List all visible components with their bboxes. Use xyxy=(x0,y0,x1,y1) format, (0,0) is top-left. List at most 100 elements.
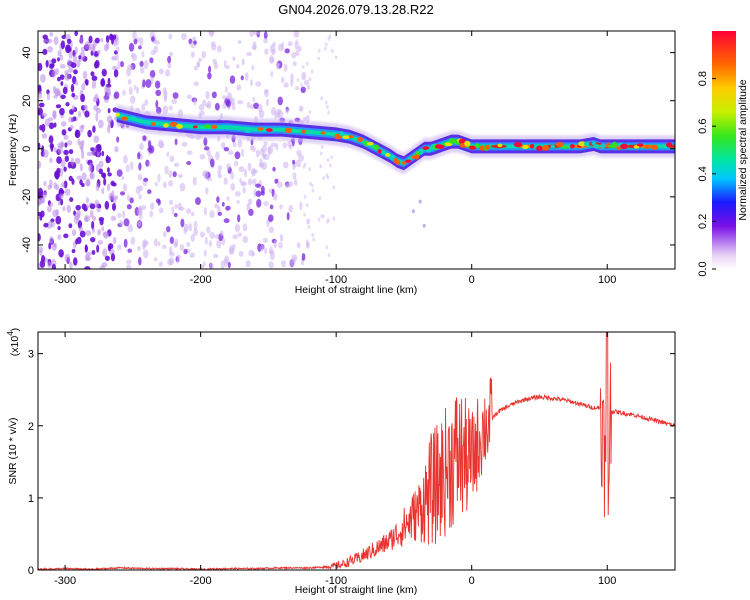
noise-point xyxy=(45,59,49,68)
spectrogram-y-ticks: -40 -20 0 20 40 xyxy=(21,47,675,253)
noise-point xyxy=(169,236,175,245)
noise-point xyxy=(210,41,216,47)
noise-point xyxy=(161,244,167,250)
noise-point xyxy=(186,208,192,215)
noise-point xyxy=(113,39,118,47)
noise-point xyxy=(111,65,118,71)
noise-point xyxy=(141,51,145,58)
noise-point xyxy=(42,34,48,40)
noise-point xyxy=(193,65,198,71)
noise-point xyxy=(230,97,236,106)
noise-point xyxy=(38,160,42,169)
noise-point xyxy=(308,167,312,172)
noise-point xyxy=(117,60,121,70)
noise-point xyxy=(59,54,64,61)
noise-point xyxy=(270,57,275,63)
noise-point xyxy=(63,166,67,172)
noise-point xyxy=(221,238,226,246)
noise-point xyxy=(123,238,128,248)
noise-point xyxy=(72,257,78,266)
ridge-blob xyxy=(464,140,471,147)
noise-point xyxy=(326,105,329,110)
noise-point xyxy=(332,185,336,190)
x-tick-label: -200 xyxy=(190,274,212,286)
ridge-blob xyxy=(372,144,380,150)
noise-point xyxy=(268,226,274,234)
noise-point xyxy=(238,166,245,173)
y-tick-label: 2 xyxy=(28,421,34,433)
noise-point xyxy=(203,249,207,257)
chart-title: GN04.2026.079.13.28.R22 xyxy=(278,2,433,17)
colorbar-tick-label: 0.0 xyxy=(697,261,709,276)
noise-point xyxy=(84,110,90,118)
noise-point xyxy=(139,60,144,67)
noise-point xyxy=(51,70,56,79)
ridge-blob xyxy=(211,124,218,129)
noise-point xyxy=(143,60,149,70)
noise-point xyxy=(174,203,178,210)
noise-point xyxy=(113,91,120,99)
noise-point xyxy=(164,165,169,175)
noise-point xyxy=(173,212,178,218)
noise-point xyxy=(60,81,64,86)
noise-point xyxy=(131,53,138,62)
noise-point xyxy=(42,191,48,198)
noise-point xyxy=(171,206,175,215)
noise-point xyxy=(52,209,59,218)
snr-x-label: Height of straight line (km) xyxy=(295,584,418,596)
noise-point xyxy=(198,103,205,111)
noise-point xyxy=(291,52,297,59)
noise-point xyxy=(168,105,173,111)
noise-point xyxy=(91,220,95,230)
spectrogram-x-ticks: -300 -200 -100 0 100 xyxy=(54,31,616,286)
snr-y-label: SNR (10 * v/v) xyxy=(7,417,19,484)
colorbar-gradient xyxy=(712,31,736,269)
noise-point xyxy=(81,150,85,160)
noise-point xyxy=(308,110,312,115)
noise-point xyxy=(80,93,86,103)
noise-point xyxy=(227,92,233,101)
x-tick-label: 100 xyxy=(598,274,616,286)
noise-point xyxy=(47,261,52,268)
noise-point xyxy=(208,65,212,73)
noise-point xyxy=(70,157,74,167)
noise-point xyxy=(84,216,89,223)
noise-point xyxy=(93,146,97,153)
noise-point xyxy=(237,232,243,237)
spectrogram-plot-area xyxy=(38,31,675,269)
noise-point xyxy=(67,140,73,146)
noise-point xyxy=(64,155,70,162)
noise-point xyxy=(98,168,103,175)
noise-point xyxy=(81,83,86,91)
noise-point xyxy=(418,199,422,204)
noise-point xyxy=(116,169,123,177)
noise-point xyxy=(39,249,43,256)
noise-point xyxy=(276,62,280,70)
noise-point xyxy=(79,36,84,45)
noise-point xyxy=(272,41,276,47)
noise-point xyxy=(223,59,227,68)
noise-point xyxy=(206,177,212,182)
noise-point xyxy=(88,162,93,169)
noise-point xyxy=(57,225,61,231)
y-tick-label: 3 xyxy=(28,349,34,361)
noise-point xyxy=(132,31,137,40)
noise-point xyxy=(303,212,306,217)
noise-point xyxy=(59,64,66,69)
noise-point xyxy=(71,105,76,111)
ridge-blob xyxy=(583,142,590,146)
noise-point xyxy=(57,145,63,155)
spectrogram-y-label: Frequency (Hz) xyxy=(7,114,19,186)
noise-point xyxy=(87,129,92,138)
ridge-blob xyxy=(121,116,128,121)
noise-point xyxy=(249,78,253,87)
ridge-blob xyxy=(593,144,600,149)
noise-point xyxy=(115,53,120,61)
noise-point xyxy=(166,226,171,233)
ridge-blob xyxy=(541,145,550,151)
noise-point xyxy=(91,80,97,89)
noise-point xyxy=(166,151,170,158)
noise-point xyxy=(162,105,169,115)
noise-point xyxy=(53,122,57,128)
